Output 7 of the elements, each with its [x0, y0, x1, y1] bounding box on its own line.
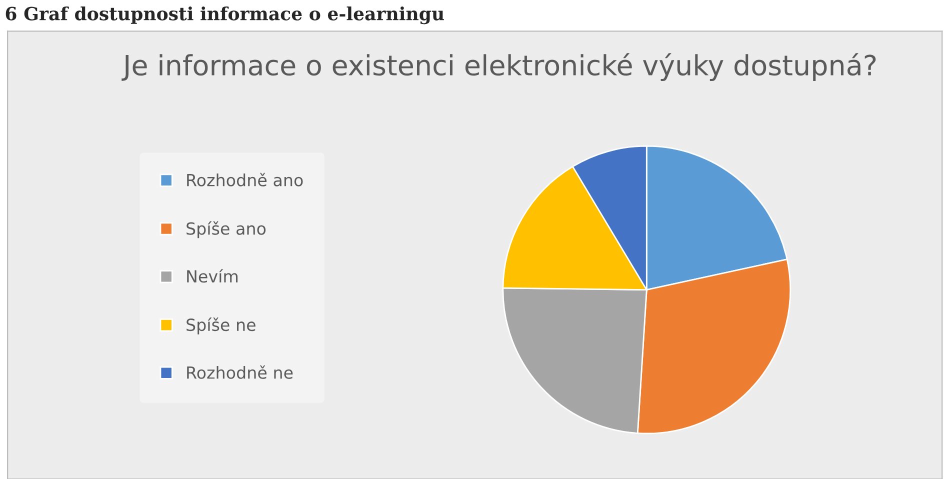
legend-label: Rozhodně ne: [187, 365, 293, 379]
text: 6 Graf dostupnosti informace o e-learningu: [6, 6, 444, 24]
legend-label: Nevím: [187, 269, 238, 283]
legend-label: Rozhodně ano: [187, 172, 303, 186]
legend-label: Spíše ano: [186, 221, 266, 238]
legend-label: Spíše ne: [186, 318, 256, 334]
chart-title: Je informace o existenci elektronické výuky dostupná?: [122, 53, 876, 82]
